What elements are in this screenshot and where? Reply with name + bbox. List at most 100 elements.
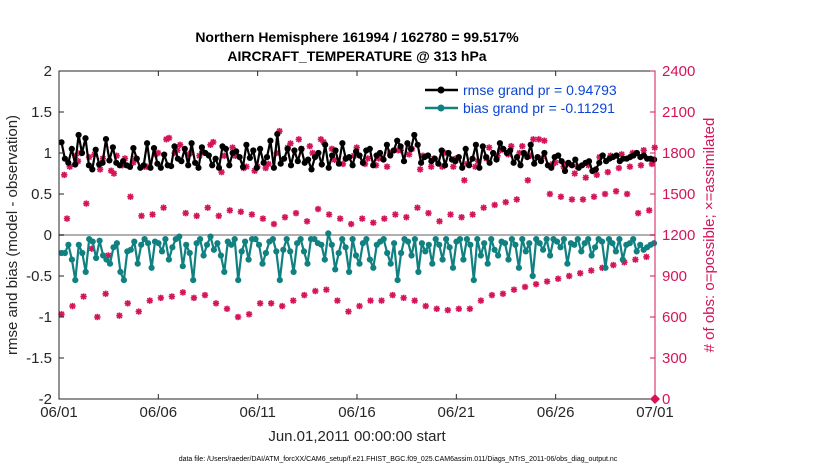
bias-point (477, 252, 484, 259)
y-right-tick-label: 900 (662, 268, 687, 285)
rmse-point (154, 160, 161, 167)
bias-point (300, 248, 308, 255)
obs-assimilated-marker (370, 219, 377, 226)
rmse-point (459, 164, 466, 171)
obs-assimilated-marker (458, 214, 465, 221)
obs-assimilated-marker (61, 171, 68, 179)
rmse-point (572, 156, 579, 163)
rmse-point (442, 162, 449, 169)
rmse-point (116, 162, 123, 169)
obs-assimilated-marker (546, 190, 554, 198)
bias-point (110, 244, 117, 251)
obs-assimilated-marker (433, 305, 440, 312)
bias-point (553, 238, 561, 245)
bias-point (394, 277, 401, 284)
rmse-point (78, 149, 86, 157)
bias-point (605, 236, 613, 243)
obs-assimilated-marker (287, 140, 294, 147)
obs-assimilated-marker (312, 287, 319, 295)
bias-point (585, 236, 592, 243)
bias-point (183, 241, 190, 248)
obs-assimilated-marker (626, 163, 634, 170)
y-left-tick-label: 1.5 (31, 104, 52, 121)
bias-point (134, 260, 141, 267)
obs-assimilated-marker (436, 218, 443, 225)
rmse-point (510, 159, 517, 166)
rmse-point (596, 159, 603, 166)
rmse-point (157, 164, 164, 171)
rmse-point (555, 152, 562, 159)
obs-assimilated-marker (640, 147, 647, 154)
y-right-tick-label: 600 (662, 309, 687, 326)
rmse-point (633, 149, 641, 157)
rmse-point (496, 140, 503, 147)
bias-point (148, 264, 155, 271)
bias-point (117, 268, 124, 275)
y-left-tick-label: -1.5 (26, 350, 52, 367)
obs-assimilated-marker (400, 294, 407, 302)
rmse-point (195, 164, 202, 171)
obs-assimilated-marker (290, 297, 297, 304)
rmse-point (407, 145, 414, 152)
obs-assimilated-marker (359, 215, 366, 222)
legend-rmse-label: rmse grand pr = 0.94793 (463, 82, 617, 98)
obs-assimilated-marker (201, 291, 209, 299)
obs-assimilated-marker (110, 170, 118, 177)
obs-assimilated-marker (491, 201, 498, 209)
rmse-point (291, 147, 298, 154)
bias-point (501, 240, 509, 247)
rmse-point (294, 158, 301, 165)
rmse-point (339, 140, 346, 147)
obs-assimilated-marker (461, 177, 468, 184)
rmse-point (274, 131, 281, 138)
bias-point (120, 277, 127, 284)
obs-assimilated-marker (295, 136, 302, 143)
bias-point (588, 252, 595, 259)
bias-point (228, 241, 235, 248)
obs-assimilated-marker (612, 188, 620, 195)
obs-assimilated-marker (469, 211, 476, 218)
obs-assimilated-marker (367, 297, 374, 304)
obs-assimilated-marker (234, 313, 242, 321)
bias-point (169, 244, 176, 251)
bias-point (141, 236, 148, 243)
rmse-point (171, 143, 178, 150)
rmse-point (383, 141, 390, 148)
bias-point (384, 249, 391, 257)
y-right-tick-label: 1800 (662, 145, 695, 162)
obs-assimilated-marker (292, 209, 300, 217)
obs-assimilated-marker (610, 261, 617, 269)
bias-point (262, 249, 269, 257)
y-right-tick-label: 1200 (662, 227, 695, 244)
rmse-point (133, 155, 140, 162)
rmse-point (520, 149, 528, 157)
rmse-point (479, 143, 486, 150)
obs-assimilated-marker (160, 204, 167, 211)
obs-assimilated-marker (477, 297, 485, 304)
rmse-point (130, 145, 137, 152)
rmse-point (287, 162, 295, 169)
bias-point (179, 263, 186, 270)
obs-assimilated-marker (510, 286, 518, 293)
bias-point (387, 260, 394, 267)
bias-point (221, 268, 228, 275)
obs-assimilated-marker (124, 300, 131, 307)
obs-assimilated-marker (637, 162, 645, 169)
obs-assimilated-marker (334, 297, 341, 304)
bias-point (82, 268, 89, 275)
bias-point (495, 252, 502, 259)
bias-point (349, 236, 356, 243)
rmse-point (445, 149, 452, 157)
bias-point (335, 249, 342, 257)
bias-point (138, 241, 145, 248)
rmse-point (318, 161, 325, 168)
bias-point (283, 236, 290, 243)
rmse-point (192, 159, 199, 166)
legend-rmse-marker (437, 86, 445, 94)
rmse-point (435, 160, 442, 167)
rmse-point (414, 141, 421, 148)
bias-point (127, 246, 134, 253)
bias-point (592, 244, 599, 251)
rmse-point (150, 145, 158, 152)
bias-point (536, 240, 543, 247)
